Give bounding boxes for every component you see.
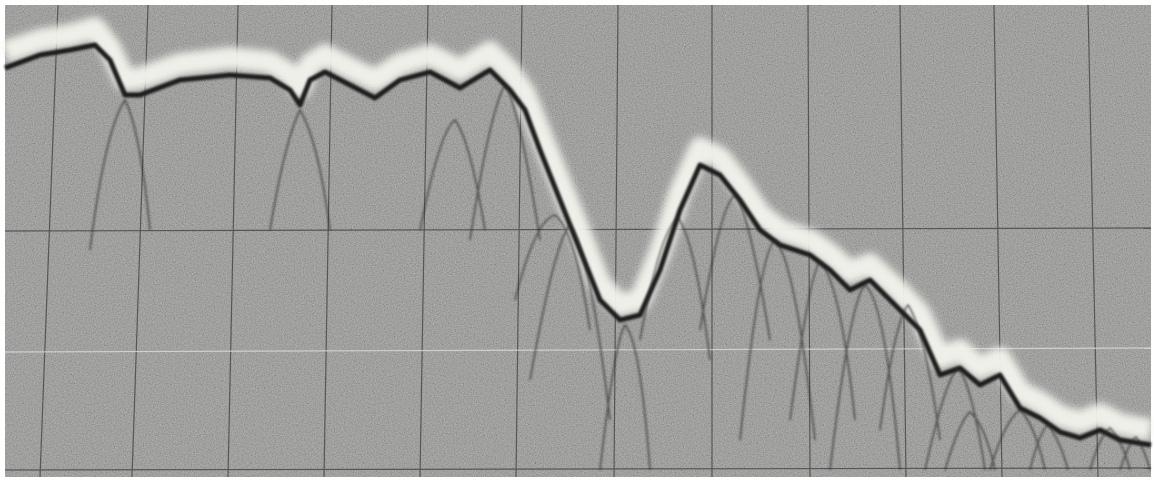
page xyxy=(0,0,1154,483)
sonar-record xyxy=(0,0,1154,483)
